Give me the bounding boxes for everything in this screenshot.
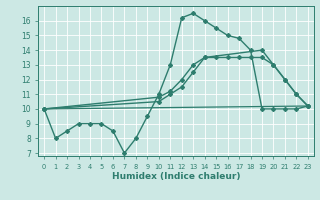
X-axis label: Humidex (Indice chaleur): Humidex (Indice chaleur) xyxy=(112,172,240,181)
